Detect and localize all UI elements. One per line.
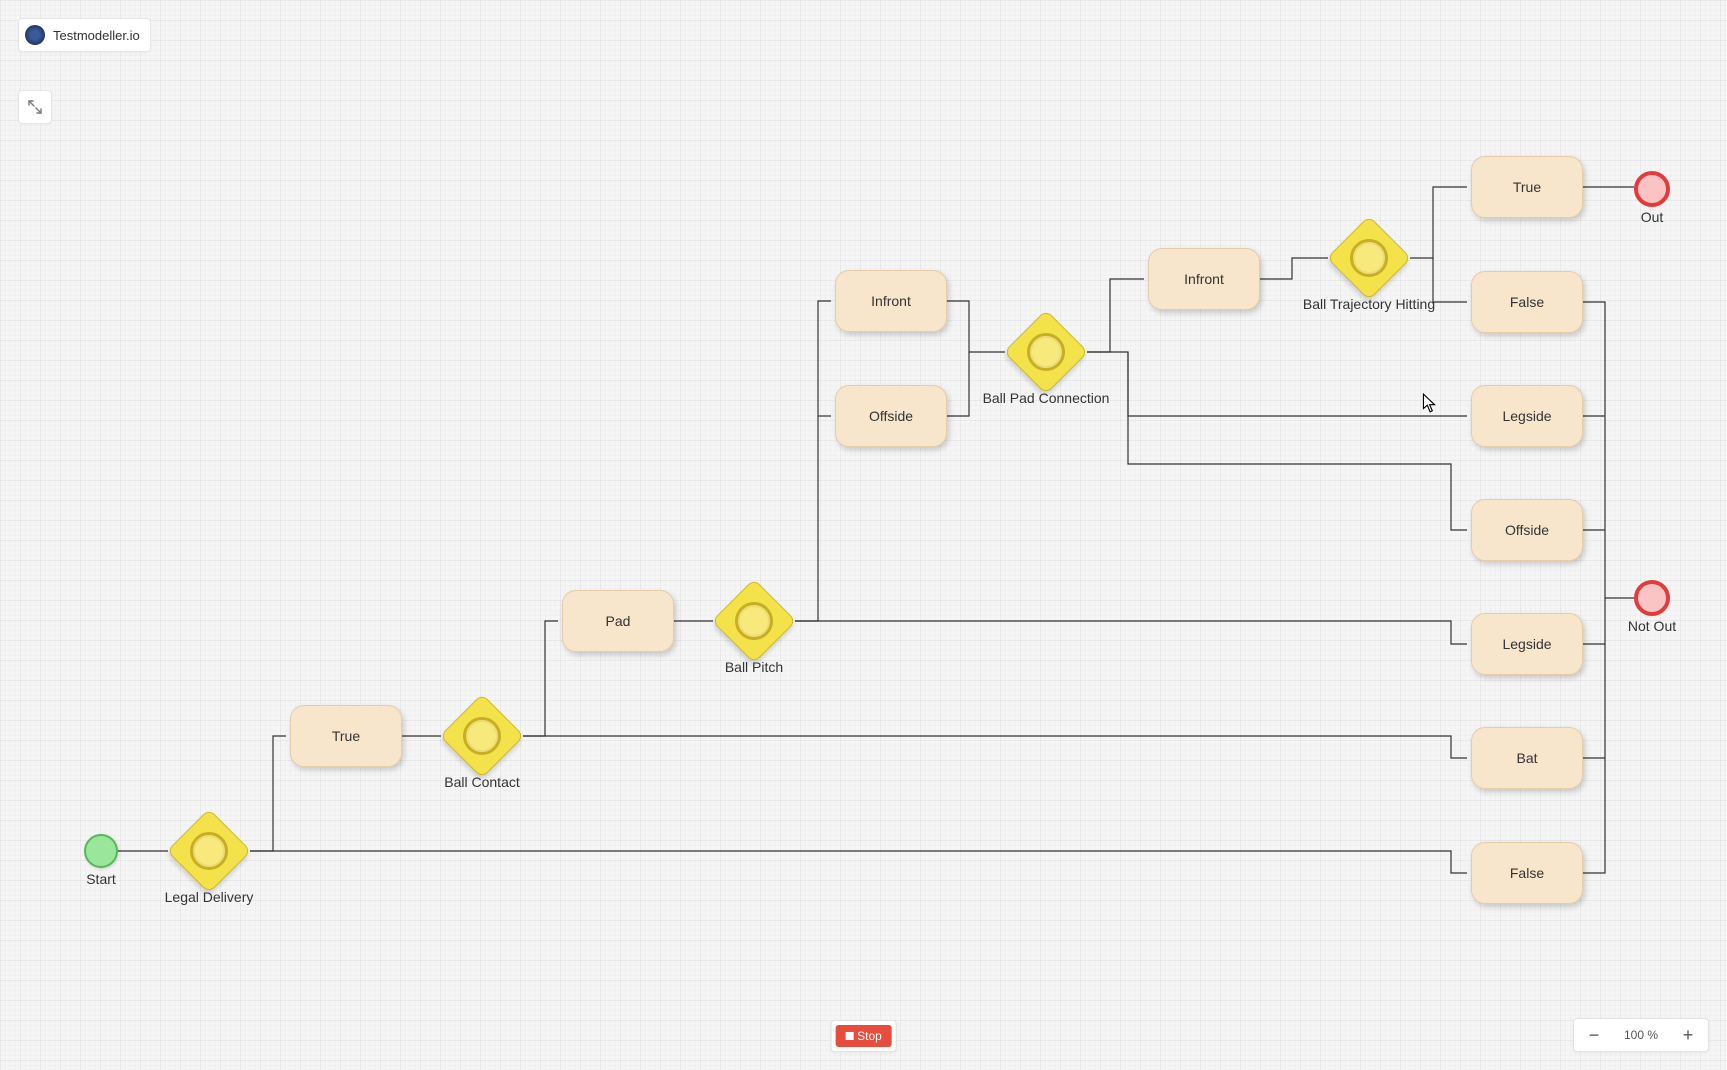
stop-label: Stop xyxy=(857,1029,882,1043)
task-label: Offside xyxy=(869,408,913,424)
edge xyxy=(1582,758,1605,873)
task-label: Bat xyxy=(1516,750,1537,766)
task-infront1[interactable]: Infront xyxy=(835,270,947,332)
task-offside1[interactable]: Offside xyxy=(835,385,947,447)
gateway-circle-icon xyxy=(190,832,228,870)
gateway-label: Ball Pitch xyxy=(725,659,783,675)
edge xyxy=(795,621,1467,644)
edge xyxy=(946,352,969,416)
brand-logo-icon xyxy=(25,25,45,45)
task-bat[interactable]: Bat xyxy=(1471,727,1583,789)
gateway-traj[interactable] xyxy=(1327,216,1412,301)
task-label: Infront xyxy=(1184,271,1224,287)
stop-icon xyxy=(845,1032,853,1040)
edge xyxy=(250,736,286,851)
edge xyxy=(1582,598,1605,644)
edge xyxy=(250,851,1467,873)
gateway-pad[interactable] xyxy=(1004,310,1089,395)
zoom-in-button[interactable]: + xyxy=(1668,1019,1708,1051)
end-event-notout[interactable] xyxy=(1634,580,1670,616)
gateway-legal[interactable] xyxy=(167,809,252,894)
brand-label: Testmodeller.io xyxy=(53,28,140,43)
start-event[interactable] xyxy=(84,834,118,868)
edge xyxy=(1259,258,1328,279)
edge xyxy=(523,621,558,736)
task-legside1[interactable]: Legside xyxy=(1471,385,1583,447)
task-true2[interactable]: True xyxy=(1471,156,1583,218)
gateway-pitch[interactable] xyxy=(712,579,797,664)
zoom-out-button[interactable]: − xyxy=(1574,1019,1614,1051)
task-label: False xyxy=(1510,865,1544,881)
task-label: True xyxy=(332,728,360,744)
task-label: Pad xyxy=(606,613,631,629)
gateway-label: Ball Trajectory Hitting xyxy=(1303,296,1435,312)
brand-chip[interactable]: Testmodeller.io xyxy=(18,18,151,52)
gateway-circle-icon xyxy=(1027,333,1065,371)
zoom-controls: − 100 % + xyxy=(1573,1018,1709,1052)
edge xyxy=(523,736,1467,758)
task-label: Offside xyxy=(1505,522,1549,538)
task-false1[interactable]: False xyxy=(1471,271,1583,333)
edge xyxy=(1087,279,1144,352)
task-legside2[interactable]: Legside xyxy=(1471,613,1583,675)
end-label: Out xyxy=(1641,209,1664,225)
task-label: Legside xyxy=(1502,636,1551,652)
start-label: Start xyxy=(86,871,116,887)
gateway-circle-icon xyxy=(735,602,773,640)
task-false2[interactable]: False xyxy=(1471,842,1583,904)
edge xyxy=(1582,644,1605,758)
expand-icon xyxy=(28,100,42,114)
task-label: Legside xyxy=(1502,408,1551,424)
zoom-value: 100 % xyxy=(1614,1019,1668,1051)
gateway-label: Legal Delivery xyxy=(165,889,254,905)
end-label: Not Out xyxy=(1628,618,1676,634)
edge xyxy=(946,301,1005,352)
task-infront2[interactable]: Infront xyxy=(1148,248,1260,310)
cursor-icon xyxy=(1422,393,1436,413)
gateway-label: Ball Contact xyxy=(444,774,519,790)
task-label: Infront xyxy=(871,293,911,309)
edge xyxy=(1410,187,1467,258)
gateway-circle-icon xyxy=(1350,239,1388,277)
gateway-circle-icon xyxy=(463,717,501,755)
gateway-label: Ball Pad Connection xyxy=(983,390,1110,406)
task-true1[interactable]: True xyxy=(290,705,402,767)
diagram-canvas[interactable]: Testmodeller.io Stop − 100 % + StartLega xyxy=(0,0,1727,1070)
stop-button[interactable]: Stop xyxy=(830,1020,897,1052)
edge xyxy=(795,301,831,621)
expand-button[interactable] xyxy=(18,90,52,124)
task-offside2[interactable]: Offside xyxy=(1471,499,1583,561)
task-label: True xyxy=(1513,179,1541,195)
edges-layer xyxy=(0,0,1727,1070)
edge xyxy=(1433,258,1467,302)
edge xyxy=(1582,302,1634,598)
task-pad_t[interactable]: Pad xyxy=(562,590,674,652)
edge xyxy=(1087,352,1467,416)
end-event-out[interactable] xyxy=(1634,171,1670,207)
task-label: False xyxy=(1510,294,1544,310)
gateway-contact[interactable] xyxy=(440,694,525,779)
edge xyxy=(1128,352,1467,530)
